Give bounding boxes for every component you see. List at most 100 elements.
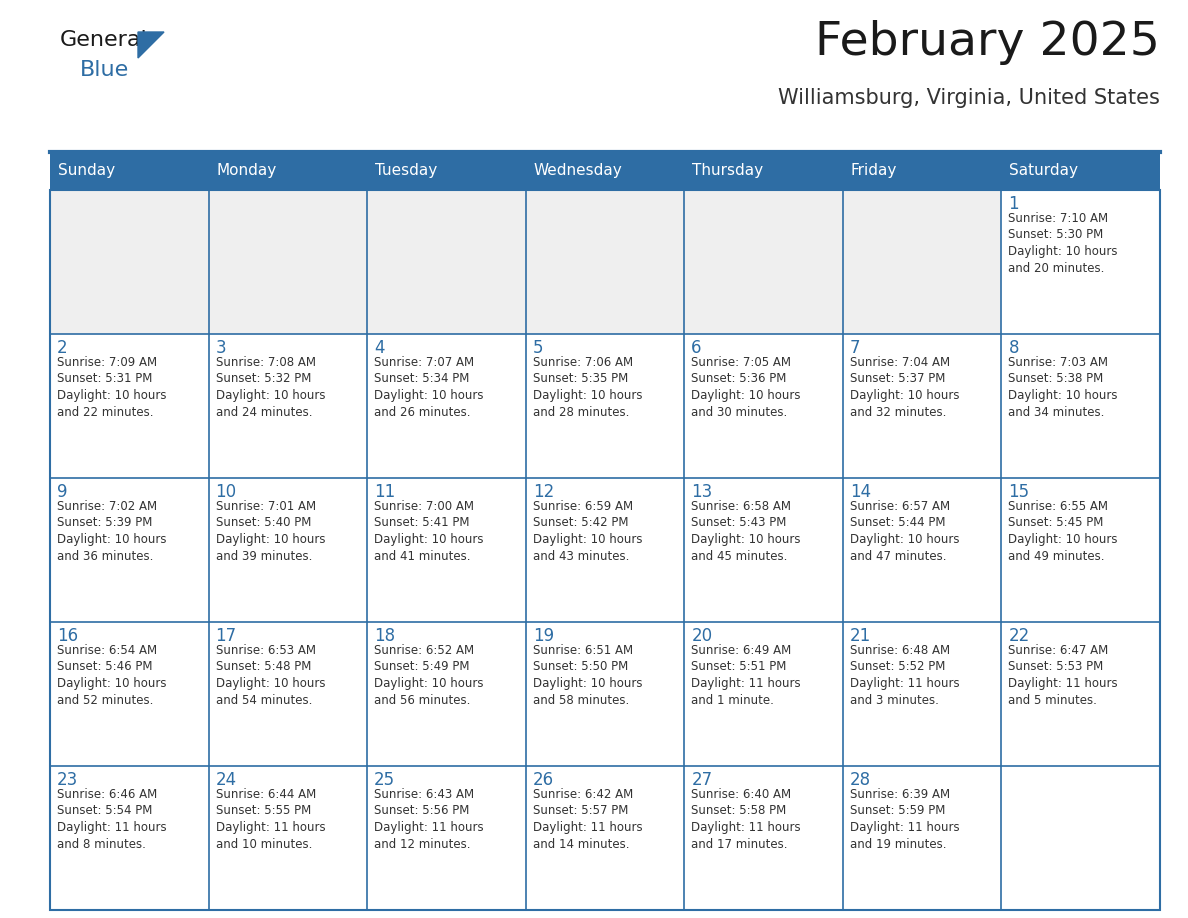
Text: Sunset: 5:52 PM: Sunset: 5:52 PM <box>849 660 946 674</box>
Text: Daylight: 11 hours: Daylight: 11 hours <box>532 821 643 834</box>
Text: and 26 minutes.: and 26 minutes. <box>374 406 470 419</box>
Text: Daylight: 11 hours: Daylight: 11 hours <box>849 677 960 690</box>
Text: Sunset: 5:55 PM: Sunset: 5:55 PM <box>215 804 311 818</box>
Bar <box>842 478 1001 622</box>
Text: 13: 13 <box>691 483 713 501</box>
Bar <box>367 478 526 622</box>
Text: and 5 minutes.: and 5 minutes. <box>1009 693 1098 707</box>
Text: Sunrise: 6:53 AM: Sunrise: 6:53 AM <box>215 644 316 657</box>
Text: 25: 25 <box>374 771 396 789</box>
Bar <box>1001 190 1159 334</box>
Text: and 12 minutes.: and 12 minutes. <box>374 837 470 850</box>
Text: Daylight: 10 hours: Daylight: 10 hours <box>532 533 643 546</box>
Bar <box>50 334 209 478</box>
Bar <box>842 334 1001 478</box>
Text: and 45 minutes.: and 45 minutes. <box>691 550 788 563</box>
Text: and 39 minutes.: and 39 minutes. <box>215 550 312 563</box>
Text: and 10 minutes.: and 10 minutes. <box>215 837 312 850</box>
Text: and 1 minute.: and 1 minute. <box>691 693 775 707</box>
Text: and 14 minutes.: and 14 minutes. <box>532 837 630 850</box>
Text: Sunrise: 7:02 AM: Sunrise: 7:02 AM <box>57 500 157 513</box>
Text: Daylight: 10 hours: Daylight: 10 hours <box>1009 245 1118 258</box>
Text: 4: 4 <box>374 339 385 357</box>
Text: and 8 minutes.: and 8 minutes. <box>57 837 146 850</box>
Text: Monday: Monday <box>216 163 277 178</box>
Text: Sunrise: 6:49 AM: Sunrise: 6:49 AM <box>691 644 791 657</box>
Text: 11: 11 <box>374 483 396 501</box>
Text: Daylight: 10 hours: Daylight: 10 hours <box>1009 389 1118 402</box>
Text: Sunrise: 7:10 AM: Sunrise: 7:10 AM <box>1009 212 1108 225</box>
Text: Sunrise: 6:52 AM: Sunrise: 6:52 AM <box>374 644 474 657</box>
Text: Sunset: 5:38 PM: Sunset: 5:38 PM <box>1009 373 1104 386</box>
Text: Sunset: 5:56 PM: Sunset: 5:56 PM <box>374 804 469 818</box>
Text: Sunset: 5:59 PM: Sunset: 5:59 PM <box>849 804 946 818</box>
Text: 3: 3 <box>215 339 226 357</box>
Text: 17: 17 <box>215 627 236 645</box>
Text: 23: 23 <box>57 771 78 789</box>
Bar <box>684 478 842 622</box>
Text: Daylight: 10 hours: Daylight: 10 hours <box>691 533 801 546</box>
Text: Daylight: 10 hours: Daylight: 10 hours <box>57 677 166 690</box>
Text: 10: 10 <box>215 483 236 501</box>
Bar <box>526 478 684 622</box>
Text: Daylight: 10 hours: Daylight: 10 hours <box>374 677 484 690</box>
Text: Sunrise: 7:06 AM: Sunrise: 7:06 AM <box>532 356 633 369</box>
Text: and 3 minutes.: and 3 minutes. <box>849 693 939 707</box>
Bar <box>209 622 367 766</box>
Text: 8: 8 <box>1009 339 1019 357</box>
Text: Saturday: Saturday <box>1010 163 1079 178</box>
Bar <box>526 766 684 910</box>
Bar <box>367 190 526 334</box>
Text: Sunrise: 6:47 AM: Sunrise: 6:47 AM <box>1009 644 1108 657</box>
Text: and 52 minutes.: and 52 minutes. <box>57 693 153 707</box>
Text: Sunrise: 7:00 AM: Sunrise: 7:00 AM <box>374 500 474 513</box>
Text: Daylight: 10 hours: Daylight: 10 hours <box>374 389 484 402</box>
Text: Sunset: 5:49 PM: Sunset: 5:49 PM <box>374 660 469 674</box>
Text: and 19 minutes.: and 19 minutes. <box>849 837 947 850</box>
Text: Sunrise: 6:39 AM: Sunrise: 6:39 AM <box>849 788 950 801</box>
Text: 12: 12 <box>532 483 554 501</box>
Text: Sunset: 5:54 PM: Sunset: 5:54 PM <box>57 804 152 818</box>
Text: and 41 minutes.: and 41 minutes. <box>374 550 470 563</box>
Text: and 17 minutes.: and 17 minutes. <box>691 837 788 850</box>
Text: Sunrise: 6:46 AM: Sunrise: 6:46 AM <box>57 788 157 801</box>
Text: and 20 minutes.: and 20 minutes. <box>1009 262 1105 274</box>
Text: Sunset: 5:39 PM: Sunset: 5:39 PM <box>57 517 152 530</box>
Bar <box>684 190 842 334</box>
Text: Sunset: 5:41 PM: Sunset: 5:41 PM <box>374 517 469 530</box>
Text: Sunset: 5:32 PM: Sunset: 5:32 PM <box>215 373 311 386</box>
Text: Sunset: 5:36 PM: Sunset: 5:36 PM <box>691 373 786 386</box>
Text: 28: 28 <box>849 771 871 789</box>
Bar <box>526 334 684 478</box>
Bar <box>209 766 367 910</box>
Text: Blue: Blue <box>80 60 129 80</box>
Bar <box>842 190 1001 334</box>
Bar <box>684 766 842 910</box>
Text: Thursday: Thursday <box>693 163 764 178</box>
Text: Sunrise: 6:51 AM: Sunrise: 6:51 AM <box>532 644 633 657</box>
Bar <box>209 334 367 478</box>
Text: Daylight: 10 hours: Daylight: 10 hours <box>215 533 326 546</box>
Text: Sunrise: 7:01 AM: Sunrise: 7:01 AM <box>215 500 316 513</box>
Text: Sunset: 5:30 PM: Sunset: 5:30 PM <box>1009 229 1104 241</box>
Text: Daylight: 10 hours: Daylight: 10 hours <box>849 533 960 546</box>
Text: Sunrise: 6:58 AM: Sunrise: 6:58 AM <box>691 500 791 513</box>
Text: Daylight: 11 hours: Daylight: 11 hours <box>1009 677 1118 690</box>
Text: Sunrise: 6:57 AM: Sunrise: 6:57 AM <box>849 500 950 513</box>
Text: Wednesday: Wednesday <box>533 163 623 178</box>
Text: Daylight: 10 hours: Daylight: 10 hours <box>691 389 801 402</box>
Text: Sunrise: 6:59 AM: Sunrise: 6:59 AM <box>532 500 633 513</box>
Text: Daylight: 10 hours: Daylight: 10 hours <box>57 389 166 402</box>
Text: 5: 5 <box>532 339 543 357</box>
Text: Sunrise: 7:03 AM: Sunrise: 7:03 AM <box>1009 356 1108 369</box>
Text: 20: 20 <box>691 627 713 645</box>
Text: Daylight: 11 hours: Daylight: 11 hours <box>849 821 960 834</box>
Bar <box>367 622 526 766</box>
Text: and 24 minutes.: and 24 minutes. <box>215 406 312 419</box>
Bar <box>526 190 684 334</box>
Text: Williamsburg, Virginia, United States: Williamsburg, Virginia, United States <box>778 88 1159 108</box>
Text: 19: 19 <box>532 627 554 645</box>
Text: Sunset: 5:40 PM: Sunset: 5:40 PM <box>215 517 311 530</box>
Text: and 58 minutes.: and 58 minutes. <box>532 693 628 707</box>
Text: and 56 minutes.: and 56 minutes. <box>374 693 470 707</box>
